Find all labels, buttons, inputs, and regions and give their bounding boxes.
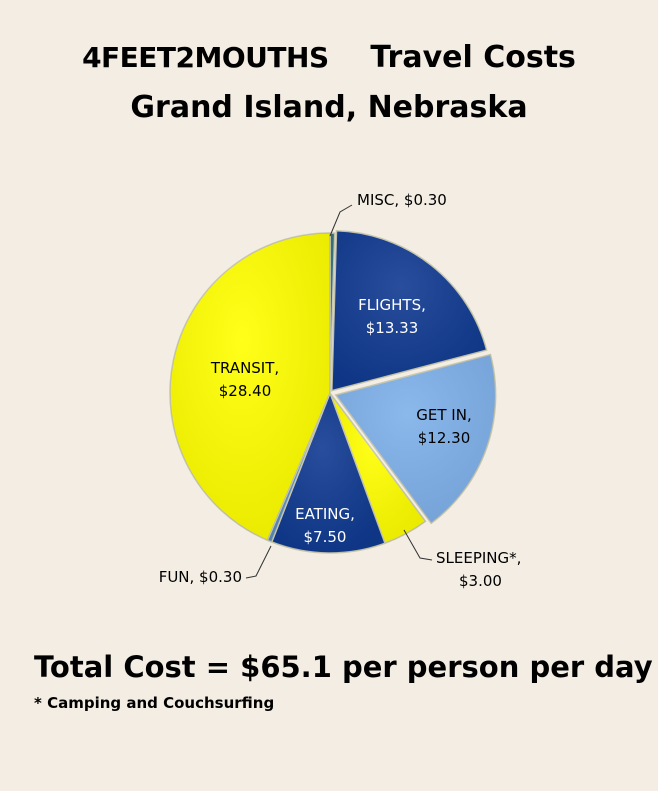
pie-slice-shading	[335, 354, 496, 524]
data-label-get-in: GET IN, $12.30	[416, 406, 471, 447]
data-label-sleeping: SLEEPING*, $3.00	[436, 549, 521, 590]
chart-subtitle: Grand Island, Nebraska	[130, 90, 528, 125]
pie-slice-shading	[330, 233, 335, 393]
chart-title: 4FEET2MOUTHS Travel Costs	[0, 40, 658, 75]
pie-slice-shading	[271, 393, 385, 554]
data-label-fun: FUN, $0.30	[159, 568, 242, 586]
data-label-misc: MISC, $0.30	[357, 191, 447, 209]
data-label-flights: FLIGHTS, $13.33	[358, 296, 426, 337]
pie-slice-shading	[330, 393, 426, 544]
leader-line-sleeping	[403, 529, 433, 561]
pie-labels: MISC, $0.30 FLIGHTS, $13.33 GET IN, $12.30 SL…	[159, 191, 522, 590]
brand-name: 4FEET2MOUTHS	[82, 41, 329, 74]
pie-slices	[169, 229, 497, 554]
data-label-eating: EATING, $7.50	[295, 505, 355, 546]
title-text: Travel Costs	[370, 40, 576, 75]
leader-line-fun	[245, 545, 272, 579]
pie-slice-shading	[169, 233, 330, 541]
total-cost-text: Total Cost = $65.1 per person per day	[34, 650, 653, 684]
footnote-text: * Camping and Couchsurfing	[34, 694, 275, 712]
data-label-transit: TRANSIT, $28.40	[210, 359, 279, 400]
pie-slice-shading	[331, 230, 487, 391]
leader-line-misc	[329, 204, 353, 237]
